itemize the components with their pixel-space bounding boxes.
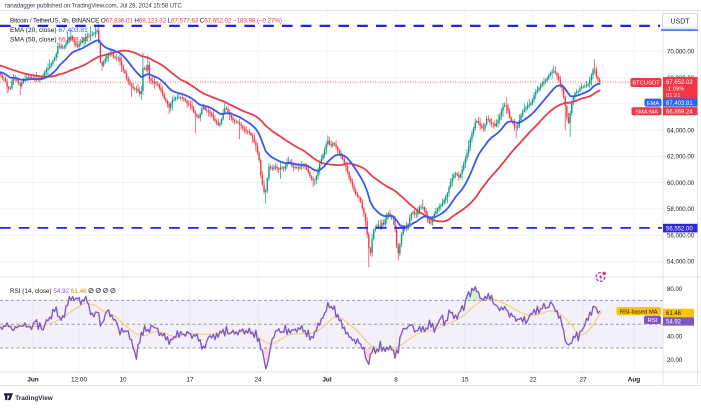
- svg-text:64,000.00: 64,000.00: [667, 127, 695, 134]
- svg-text:8: 8: [394, 376, 398, 383]
- svg-text:54.92: 54.92: [666, 320, 682, 326]
- svg-text:ranadagger published on Tradin: ranadagger published on TradingView.com,…: [5, 3, 183, 10]
- svg-text:20.00: 20.00: [667, 357, 683, 364]
- svg-text:BTCUSDT: BTCUSDT: [632, 81, 660, 87]
- svg-text:66,869.24: 66,869.24: [666, 110, 693, 116]
- svg-text:17: 17: [186, 376, 194, 383]
- svg-text:USDT: USDT: [670, 18, 690, 25]
- svg-text:SMA (50, close) 66,869.24: SMA (50, close) 66,869.24: [10, 37, 88, 44]
- svg-text:12:00: 12:00: [71, 376, 87, 383]
- svg-text:15: 15: [461, 376, 469, 383]
- svg-text:SMA:MA: SMA:MA: [635, 110, 658, 116]
- svg-text:62,000.00: 62,000.00: [667, 154, 695, 161]
- svg-text:56,000.00: 56,000.00: [667, 233, 695, 240]
- svg-text:EMA (20, close) 67,403.81: EMA (20, close) 67,403.81: [10, 27, 88, 34]
- svg-text:Jul: Jul: [322, 376, 331, 383]
- svg-text:RSI (14, close) 54.92 61.46: RSI (14, close) 54.92 61.46: [10, 288, 87, 295]
- svg-text:EMA: EMA: [647, 101, 660, 107]
- svg-text:58,000.00: 58,000.00: [667, 206, 695, 213]
- svg-text:67,403.81: 67,403.81: [666, 101, 693, 107]
- svg-text:RSI-based MA: RSI-based MA: [620, 309, 658, 315]
- svg-text:61.46: 61.46: [666, 311, 682, 317]
- svg-text:Bitcoin / TetherUS, 4h, BINANC: Bitcoin / TetherUS, 4h, BINANCE O67,836.…: [10, 18, 282, 25]
- svg-text:70,000.00: 70,000.00: [667, 49, 695, 56]
- svg-text:80.00: 80.00: [667, 286, 683, 293]
- svg-text:RSI: RSI: [648, 318, 658, 324]
- svg-text:01:21: 01:21: [666, 93, 681, 99]
- svg-text:-1.09%: -1.09%: [666, 86, 684, 92]
- svg-text:67,652.02: 67,652.02: [666, 80, 693, 86]
- svg-text:22: 22: [529, 376, 537, 383]
- svg-text:60,000.00: 60,000.00: [667, 180, 695, 187]
- svg-text:54,000.00: 54,000.00: [667, 259, 695, 266]
- svg-text:24: 24: [254, 376, 262, 383]
- svg-text:Aug: Aug: [628, 376, 641, 383]
- svg-text:Jun: Jun: [27, 376, 38, 383]
- svg-text:27: 27: [579, 376, 587, 383]
- svg-text:40.00: 40.00: [667, 333, 683, 340]
- svg-text:TradingView: TradingView: [15, 395, 53, 402]
- svg-text:56,552.00: 56,552.00: [666, 226, 693, 232]
- svg-text:10: 10: [119, 376, 127, 383]
